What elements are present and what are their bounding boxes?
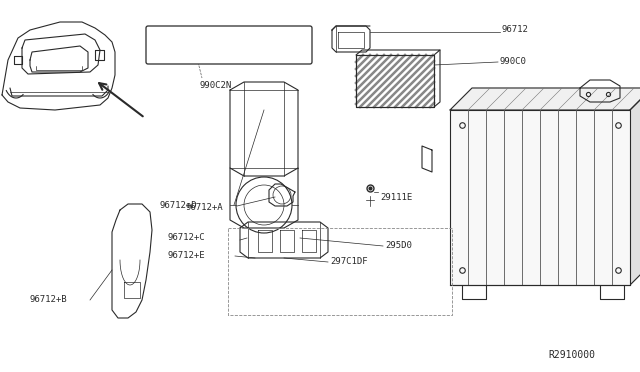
Text: 96712+A: 96712+A — [185, 202, 223, 212]
Text: 295D0: 295D0 — [385, 241, 412, 250]
Polygon shape — [450, 88, 640, 110]
Text: 96712+E: 96712+E — [168, 251, 205, 260]
Text: NE PASS ENLEVER CE TUYAU: NE PASS ENLEVER CE TUYAU — [166, 48, 292, 57]
Text: NEVER REMOVE  THIS HOSE: NEVER REMOVE THIS HOSE — [168, 34, 289, 44]
Text: 96712+C: 96712+C — [168, 234, 205, 243]
Text: R2910000: R2910000 — [548, 350, 595, 360]
Polygon shape — [630, 88, 640, 285]
Text: 990C0: 990C0 — [500, 58, 527, 67]
Text: 990C2N: 990C2N — [200, 81, 232, 90]
Bar — [450, 110, 630, 285]
FancyBboxPatch shape — [146, 26, 312, 64]
Text: 96712+B: 96712+B — [30, 295, 68, 305]
Text: 29111E: 29111E — [380, 192, 412, 202]
Text: 96712: 96712 — [502, 26, 529, 35]
Text: 96712+D: 96712+D — [160, 201, 198, 209]
Text: 297C1DF: 297C1DF — [330, 257, 367, 266]
